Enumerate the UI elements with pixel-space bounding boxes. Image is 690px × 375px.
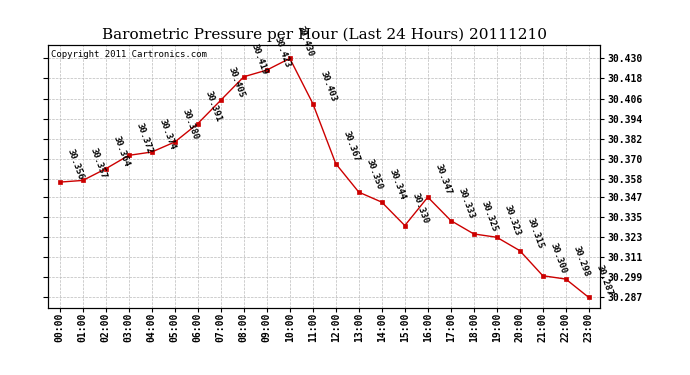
Text: 30.380: 30.380 xyxy=(180,108,200,141)
Text: 30.325: 30.325 xyxy=(480,200,499,233)
Text: 30.347: 30.347 xyxy=(433,163,453,196)
Text: 30.430: 30.430 xyxy=(295,24,315,58)
Text: 30.423: 30.423 xyxy=(273,36,292,69)
Text: 30.350: 30.350 xyxy=(364,158,384,191)
Text: 30.344: 30.344 xyxy=(387,168,407,201)
Text: 30.315: 30.315 xyxy=(525,216,545,250)
Text: 30.333: 30.333 xyxy=(456,186,476,220)
Text: 30.403: 30.403 xyxy=(318,69,338,103)
Text: 30.287: 30.287 xyxy=(594,263,614,297)
Text: 30.391: 30.391 xyxy=(204,89,223,123)
Text: 30.300: 30.300 xyxy=(549,242,568,275)
Title: Barometric Pressure per Hour (Last 24 Hours) 20111210: Barometric Pressure per Hour (Last 24 Ho… xyxy=(102,28,546,42)
Text: 30.330: 30.330 xyxy=(411,191,430,225)
Text: Copyright 2011 Cartronics.com: Copyright 2011 Cartronics.com xyxy=(51,50,207,59)
Text: 30.405: 30.405 xyxy=(226,66,246,99)
Text: 30.356: 30.356 xyxy=(66,148,85,182)
Text: 30.364: 30.364 xyxy=(111,135,131,168)
Text: 30.374: 30.374 xyxy=(157,118,177,151)
Text: 30.372: 30.372 xyxy=(135,121,154,154)
Text: 30.367: 30.367 xyxy=(342,129,361,163)
Text: 30.419: 30.419 xyxy=(249,43,269,76)
Text: 30.357: 30.357 xyxy=(88,146,108,180)
Text: 30.298: 30.298 xyxy=(571,245,591,278)
Text: 30.323: 30.323 xyxy=(502,203,522,237)
